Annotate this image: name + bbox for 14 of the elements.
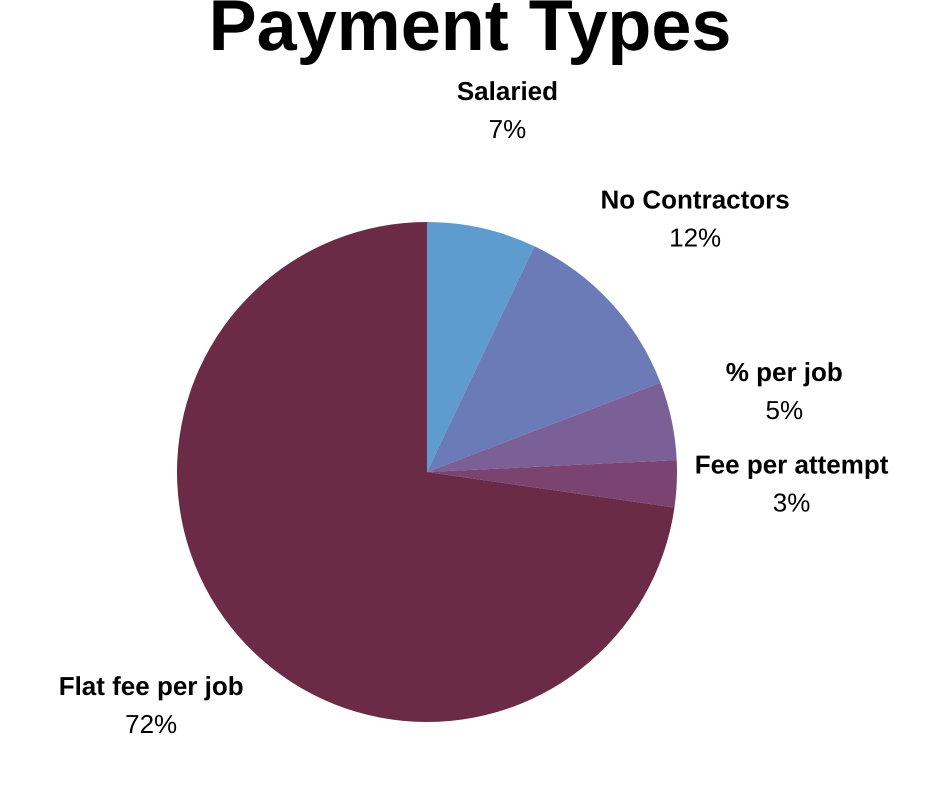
data-label: 3% [772, 487, 810, 518]
pie-slice [427, 222, 534, 472]
slice-label: Fee per attempt [694, 449, 889, 480]
slice-label: Salaried [456, 76, 558, 106]
pie-slice [427, 460, 677, 508]
slice-label: No Contractors [600, 184, 790, 214]
data-label: 5% [765, 395, 804, 426]
pie-slice [427, 246, 661, 472]
pie-slice [427, 382, 677, 472]
data-label: 7% [488, 114, 526, 144]
data-label: 12% [669, 222, 722, 252]
slice-label: Flat fee per job [58, 671, 244, 702]
slice-label: % per job [726, 357, 843, 388]
data-label: 72% [125, 709, 178, 740]
